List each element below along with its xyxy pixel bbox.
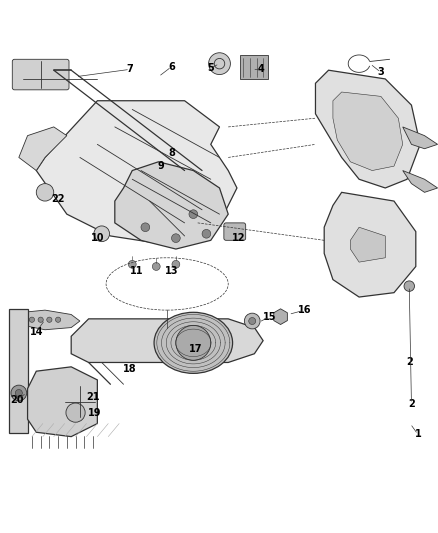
- Text: 14: 14: [29, 327, 43, 337]
- Circle shape: [201, 229, 210, 238]
- Polygon shape: [350, 227, 385, 262]
- Circle shape: [152, 263, 160, 270]
- Circle shape: [11, 385, 27, 401]
- Circle shape: [15, 390, 22, 397]
- Polygon shape: [323, 192, 415, 297]
- Circle shape: [69, 391, 91, 413]
- Circle shape: [248, 318, 255, 325]
- Circle shape: [47, 317, 52, 322]
- Polygon shape: [28, 367, 97, 437]
- FancyBboxPatch shape: [240, 55, 268, 79]
- FancyBboxPatch shape: [12, 59, 69, 90]
- Text: 13: 13: [164, 266, 178, 276]
- Text: 8: 8: [168, 148, 175, 158]
- Text: 9: 9: [157, 161, 164, 171]
- Circle shape: [94, 226, 110, 241]
- Polygon shape: [36, 101, 237, 245]
- Polygon shape: [115, 162, 228, 249]
- Polygon shape: [402, 171, 437, 192]
- Circle shape: [38, 317, 43, 322]
- Polygon shape: [19, 127, 67, 171]
- Ellipse shape: [154, 312, 232, 374]
- Circle shape: [82, 384, 95, 398]
- Text: 15: 15: [262, 312, 276, 322]
- Circle shape: [208, 53, 230, 75]
- Polygon shape: [71, 319, 262, 362]
- Circle shape: [141, 223, 149, 232]
- Circle shape: [176, 325, 210, 360]
- Text: 21: 21: [86, 392, 99, 402]
- Circle shape: [66, 403, 85, 422]
- Circle shape: [188, 210, 197, 219]
- Circle shape: [172, 261, 180, 268]
- Circle shape: [55, 317, 60, 322]
- Text: 3: 3: [377, 67, 383, 77]
- Polygon shape: [23, 310, 80, 330]
- Text: 2: 2: [405, 358, 412, 367]
- Text: 4: 4: [257, 64, 264, 74]
- Text: 16: 16: [297, 305, 311, 315]
- Text: 7: 7: [127, 64, 133, 74]
- Circle shape: [36, 183, 53, 201]
- Circle shape: [128, 261, 136, 268]
- Text: 1: 1: [413, 430, 420, 439]
- Text: 2: 2: [407, 399, 414, 409]
- Text: 11: 11: [130, 266, 143, 276]
- Text: 19: 19: [88, 408, 102, 418]
- FancyBboxPatch shape: [9, 309, 28, 433]
- Text: 22: 22: [51, 194, 65, 204]
- Text: 20: 20: [10, 394, 23, 405]
- Polygon shape: [315, 70, 419, 188]
- Polygon shape: [273, 309, 287, 325]
- Text: 17: 17: [188, 344, 202, 354]
- Circle shape: [403, 281, 413, 292]
- Ellipse shape: [64, 386, 95, 417]
- Text: 5: 5: [207, 63, 214, 73]
- FancyBboxPatch shape: [223, 223, 245, 240]
- Polygon shape: [332, 92, 402, 171]
- Text: 6: 6: [168, 62, 174, 72]
- Text: 12: 12: [232, 233, 245, 243]
- Text: 18: 18: [123, 364, 137, 374]
- Circle shape: [29, 317, 35, 322]
- Text: 10: 10: [90, 233, 104, 243]
- Circle shape: [244, 313, 259, 329]
- Polygon shape: [402, 127, 437, 149]
- Circle shape: [171, 234, 180, 243]
